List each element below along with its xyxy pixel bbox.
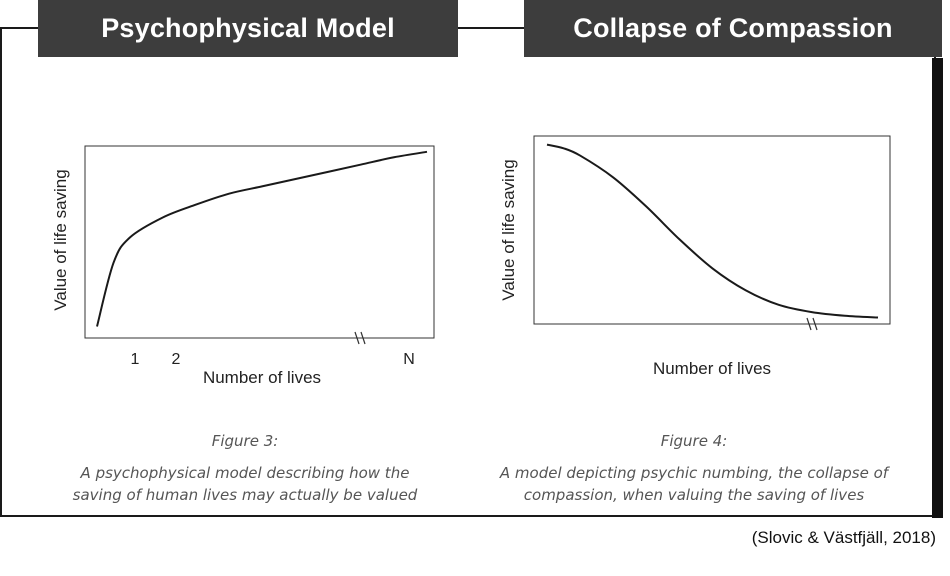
citation: (Slovic & Västfjäll, 2018) <box>751 528 936 547</box>
caption-right: Figure 4: A model depicting psychic numb… <box>488 430 900 506</box>
x-axis-label-left: Number of lives <box>203 368 321 387</box>
axis-break-right <box>806 317 818 331</box>
y-axis-label-right: Value of life saving <box>499 159 518 300</box>
caption-line-right-1: A model depicting psychic numbing, the c… <box>499 464 889 482</box>
caption-line-right-2: compassion, when valuing the saving of l… <box>523 486 865 504</box>
caption-line-left-2: saving of human lives may actually be va… <box>72 486 418 504</box>
caption-title-right: Figure 4: <box>660 432 728 450</box>
x-axis-label-right: Number of lives <box>653 359 771 378</box>
series-line-right <box>546 143 879 319</box>
caption-left: Figure 3: A psychophysical model describ… <box>40 430 450 506</box>
plot-area-right <box>533 135 891 325</box>
slide-frame <box>0 27 936 517</box>
axis-break-left <box>354 331 366 345</box>
right-header: Collapse of Compassion <box>524 0 942 57</box>
left-header: Psychophysical Model <box>38 0 458 57</box>
x-tick-label-1: 1 <box>131 351 140 368</box>
x-tick-label-2: 2 <box>172 351 181 368</box>
caption-line-left-1: A psychophysical model describing how th… <box>80 464 410 482</box>
series-line-left <box>96 150 428 327</box>
x-tick-label-n: N <box>403 351 415 368</box>
frame-right-bar <box>932 58 943 518</box>
caption-title-left: Figure 3: <box>211 432 279 450</box>
y-axis-label-left: Value of life saving <box>51 169 70 310</box>
plot-area-left <box>84 145 435 339</box>
